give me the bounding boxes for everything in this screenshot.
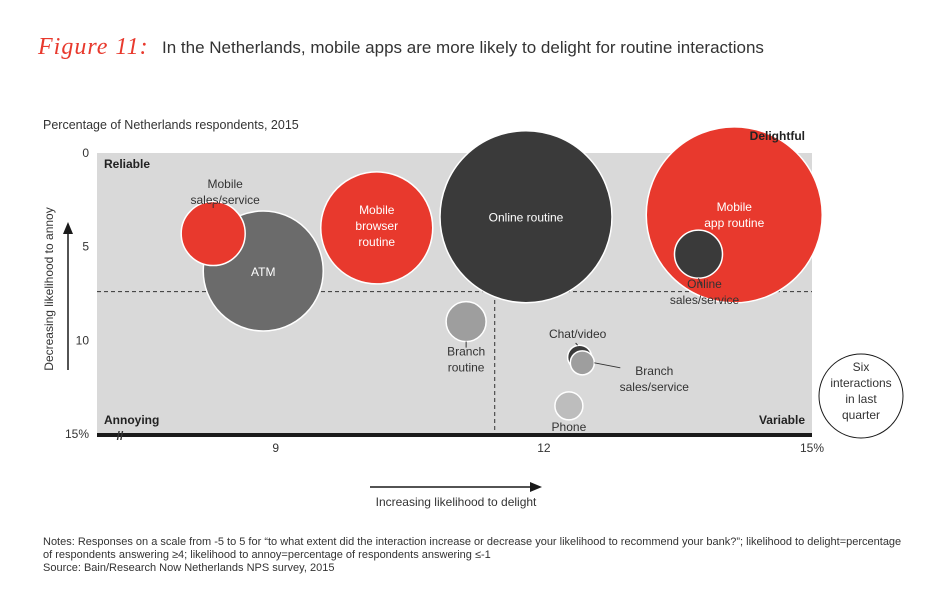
label-branch-sales-service-line: Branch (635, 364, 673, 378)
notes-line-1: Notes: Responses on a scale from -5 to 5… (43, 536, 902, 548)
axis-break: // (117, 429, 124, 443)
label-mobile-app-routine: Mobile app routine (704, 200, 764, 230)
bubble-mobile-sales-service (180, 200, 246, 267)
label-mobile-browser-routine-line: Mobile (359, 203, 395, 217)
size-legend-circle (818, 353, 904, 439)
label-branch-routine: Branch routine (447, 345, 485, 375)
label-mobile-sales-service-line: Mobile (208, 177, 244, 191)
size-legend: Six interactions in last quarter (818, 353, 904, 439)
y-axis-arrowhead (63, 222, 73, 234)
quadrant-label-variable: Variable (759, 413, 805, 427)
quadrant-label-reliable: Reliable (104, 157, 150, 171)
bubble-labels: Mobile sales/service ATM Mobile browser routi… (104, 129, 805, 434)
label-mobile-browser-routine-line: routine (358, 235, 395, 249)
x-tick-label: 15% (800, 441, 824, 455)
chart-subtitle: Percentage of Netherlands respondents, 2… (43, 118, 299, 132)
figure-number: Figure 11: (38, 34, 149, 60)
label-mobile-browser-routine: Mobile browser routine (355, 203, 398, 249)
label-phone: Phone (552, 420, 587, 434)
bubble-mobile-browser-routine (319, 171, 434, 285)
y-tick-label: 0 (82, 146, 89, 160)
y-tick-label: 5 (82, 240, 89, 254)
x-axis-arrowhead (530, 482, 542, 492)
label-online-sales-service: Online sales/service (670, 277, 740, 307)
bubble-chart: Mobile sales/service ATM Mobile browser routi… (42, 126, 904, 509)
y-axis-label: Decreasing likelihood to annoy (42, 207, 56, 370)
label-branch-sales-service: Branch sales/service (620, 364, 690, 394)
label-online-routine: Online routine (489, 211, 564, 225)
leader-chat-video (575, 342, 578, 346)
label-mobile-app-routine-line: app routine (704, 216, 764, 230)
figure-title: In the Netherlands, mobile apps are more… (162, 38, 764, 57)
label-online-sales-service-line: Online (687, 277, 722, 291)
axes: // 9 12 15% 0 5 10 15% Decreasing likelihood to … (42, 146, 904, 509)
leader-branch-sales-service (594, 362, 621, 369)
quadrant-label-annoying: Annoying (104, 413, 159, 427)
bubble-online-sales-service (673, 229, 724, 279)
leader-online-sales-service (698, 277, 702, 287)
label-atm: ATM (251, 265, 275, 279)
size-legend-text: Six (853, 360, 870, 374)
bubble-phone (554, 391, 584, 421)
label-mobile-sales-service-line: sales/service (191, 193, 261, 207)
label-mobile-sales-service: Mobile sales/service (191, 177, 261, 207)
quadrant-label-delightful: Delightful (750, 129, 805, 143)
notes-line-2: of respondents answering ≥4; likelihood … (43, 549, 491, 561)
label-chat-video: Chat/video (549, 327, 607, 341)
size-legend-text: interactions (830, 376, 891, 390)
label-mobile-app-routine-line: Mobile (717, 200, 753, 214)
y-tick-label: 15% (65, 427, 89, 441)
bubble-series (180, 126, 823, 421)
label-branch-routine-line: routine (448, 361, 485, 375)
bubble-branch-sales-service (569, 350, 596, 376)
label-online-sales-service-line: sales/service (670, 293, 740, 307)
x-axis-label: Increasing likelihood to delight (376, 495, 537, 509)
bubble-mobile-app-routine (645, 126, 823, 304)
chart-notes: Notes: Responses on a scale from -5 to 5… (43, 536, 923, 575)
bubble-online-routine (439, 129, 613, 304)
bubble-branch-routine (445, 300, 487, 343)
size-legend-text: in last (845, 392, 877, 406)
label-mobile-browser-routine-line: browser (355, 219, 398, 233)
label-branch-routine-line: Branch (447, 345, 485, 359)
label-branch-sales-service-line: sales/service (620, 380, 690, 394)
x-tick-label: 12 (537, 441, 551, 455)
size-legend-text: quarter (842, 408, 880, 422)
x-tick-label: 9 (272, 441, 279, 455)
x-axis-line (97, 433, 812, 437)
notes-line-3: Source: Bain/Research Now Netherlands NP… (43, 562, 335, 574)
y-tick-label: 10 (76, 333, 90, 347)
